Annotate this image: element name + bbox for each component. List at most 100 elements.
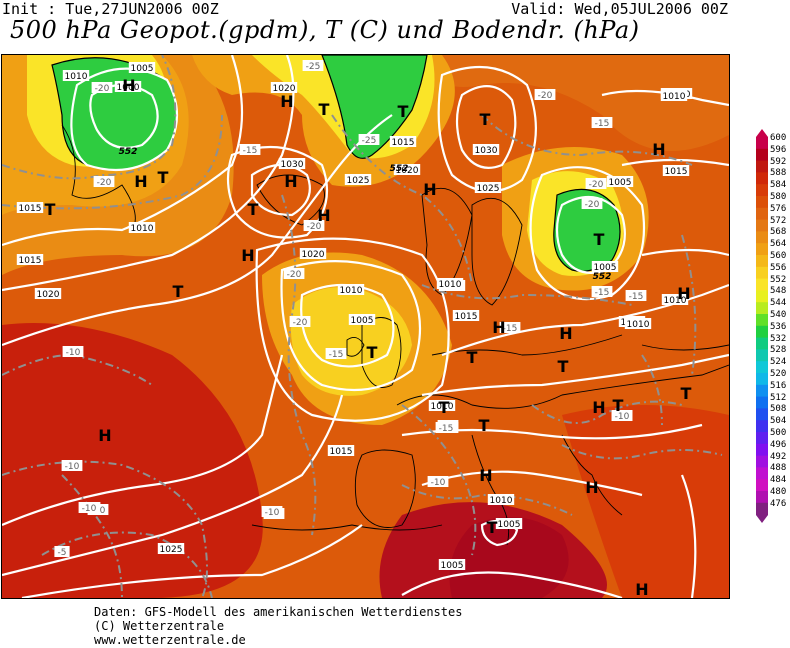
isotherm-label-box — [325, 348, 347, 359]
isotherm-label-box — [289, 316, 311, 327]
isotherm-label: -10 — [65, 462, 80, 472]
isobar-label: 1015 — [330, 447, 353, 457]
scale-label: 588 — [770, 168, 787, 179]
isobar-label: 1005 — [594, 263, 617, 273]
scale-color-cell — [756, 373, 768, 386]
isobar-label-box — [438, 559, 466, 570]
isobar-label: 1005 — [609, 178, 632, 188]
low-pressure-marker: T — [439, 398, 450, 417]
scale-color-cell — [756, 172, 768, 185]
isotherm-label: -10 — [82, 504, 97, 514]
isotherm-label: -20 — [95, 84, 110, 94]
isotherm-label: -15 — [595, 119, 610, 129]
scale-color-cell — [756, 361, 768, 374]
scale-label: 504 — [770, 416, 787, 427]
isotherm-label: -20 — [293, 318, 308, 328]
color-scale-legend: 600 596 592 588 584 580 576 572 568 564 560 556 552 5… — [755, 127, 790, 527]
chart-title: 500 hPa Geopot.(gpdm), T (C) und Bodendr… — [10, 16, 640, 44]
isotherm-label-box — [302, 60, 324, 71]
isobar-label: 1000 — [117, 83, 140, 93]
isobar-label-box — [128, 222, 156, 233]
isobar-label-box — [487, 494, 515, 505]
website-line: www.wetterzentrale.de — [94, 633, 246, 647]
scale-label: 516 — [770, 380, 787, 391]
low-pressure-marker: T — [374, 55, 385, 59]
isobar-label-box — [591, 261, 619, 272]
scale-label: 576 — [770, 203, 787, 214]
high-pressure-marker: H — [652, 140, 665, 159]
isotherm-label-box — [62, 346, 84, 357]
isobar-label: 1010 — [663, 92, 686, 102]
scale-color-cell — [756, 243, 768, 256]
isotherm-label-box — [625, 290, 647, 301]
scale-label: 480 — [770, 487, 787, 497]
isotherm-label-box — [358, 134, 380, 145]
high-pressure-marker: H — [479, 466, 492, 485]
init-timestamp: Init : Tue,27JUN2006 00Z — [2, 0, 219, 18]
isotherm-label: -20 — [589, 180, 604, 190]
isobar-label: 1025 — [347, 176, 370, 186]
scale-color-cell — [756, 148, 768, 162]
isotherm-label: -15 — [595, 288, 610, 298]
high-pressure-marker: H — [585, 478, 598, 497]
scale-label: 492 — [770, 451, 787, 462]
high-pressure-marker: H — [122, 76, 135, 95]
isobar-label-box — [661, 294, 689, 305]
isobar-label-box — [660, 90, 688, 101]
isotherm-label-box — [239, 144, 261, 155]
scale-color-cell — [756, 420, 768, 433]
high-pressure-marker: H — [635, 580, 648, 598]
isobar-label: 1015 — [665, 167, 688, 177]
copyright-line: (C) Wetterzentrale — [94, 619, 225, 633]
isobar-label-box — [662, 165, 690, 176]
isobar-label: 1010 — [65, 72, 88, 82]
isobar-label-box — [299, 248, 327, 259]
scale-color-cell — [756, 160, 768, 173]
high-pressure-marker: H — [423, 180, 436, 199]
temperature-label-layer: -20 -25 -20 -15 -20 -25 -20 -15 -20 -15 -10 -20 -15 -… — [54, 60, 647, 558]
isotherm-label-box — [61, 460, 83, 471]
scale-color-cell — [756, 502, 768, 516]
isobar-label-box — [472, 144, 500, 155]
scale-color-cell — [756, 219, 768, 232]
scale-label: 584 — [770, 180, 787, 191]
isobar-label: 1025 — [477, 184, 500, 194]
isobar-label-box — [16, 254, 44, 265]
scale-color-cell — [756, 314, 768, 327]
isotherm-label-box — [93, 176, 115, 187]
isobar-label-box — [393, 164, 421, 175]
scale-label: 560 — [770, 251, 787, 261]
isotherm-label-box — [427, 476, 449, 487]
coastlines — [61, 124, 729, 546]
isobar-label: 1020 — [396, 166, 419, 176]
isotherm-label: -20 — [307, 222, 322, 232]
isotherm-label: -25 — [306, 62, 321, 72]
isotherm-label-box — [78, 502, 100, 513]
isobar-label-box — [389, 136, 417, 147]
scale-label: 524 — [770, 357, 787, 368]
isotherm-label-box — [581, 198, 603, 209]
scale-label: 528 — [770, 345, 787, 356]
scale-label: 564 — [770, 239, 787, 250]
high-pressure-marker: H — [98, 426, 111, 445]
scale-label: 500 — [770, 428, 787, 438]
scale-label: 484 — [770, 475, 787, 486]
scale-label: 572 — [770, 215, 787, 226]
scale-label: 596 — [770, 144, 787, 155]
scale-color-cell — [756, 443, 768, 457]
scale-label: 552 — [770, 274, 787, 285]
low-pressure-marker: T — [479, 416, 490, 435]
scale-label: 540 — [770, 310, 787, 320]
isotherm-label: -15 — [243, 146, 258, 156]
scale-color-cell — [756, 467, 768, 480]
valid-timestamp: Valid: Wed,05JUL2006 00Z — [511, 0, 728, 18]
isobar-label: 1015 — [19, 204, 42, 214]
scale-label: 496 — [770, 439, 787, 450]
high-pressure-marker: H — [317, 206, 330, 225]
isotherms — [2, 55, 723, 598]
isobar-label: 1010 — [664, 296, 687, 306]
isobar-label: 1030 — [475, 146, 498, 156]
scale-top-arrow — [756, 129, 768, 137]
scale-color-cell — [756, 325, 768, 339]
scale-color-cell — [756, 396, 768, 409]
